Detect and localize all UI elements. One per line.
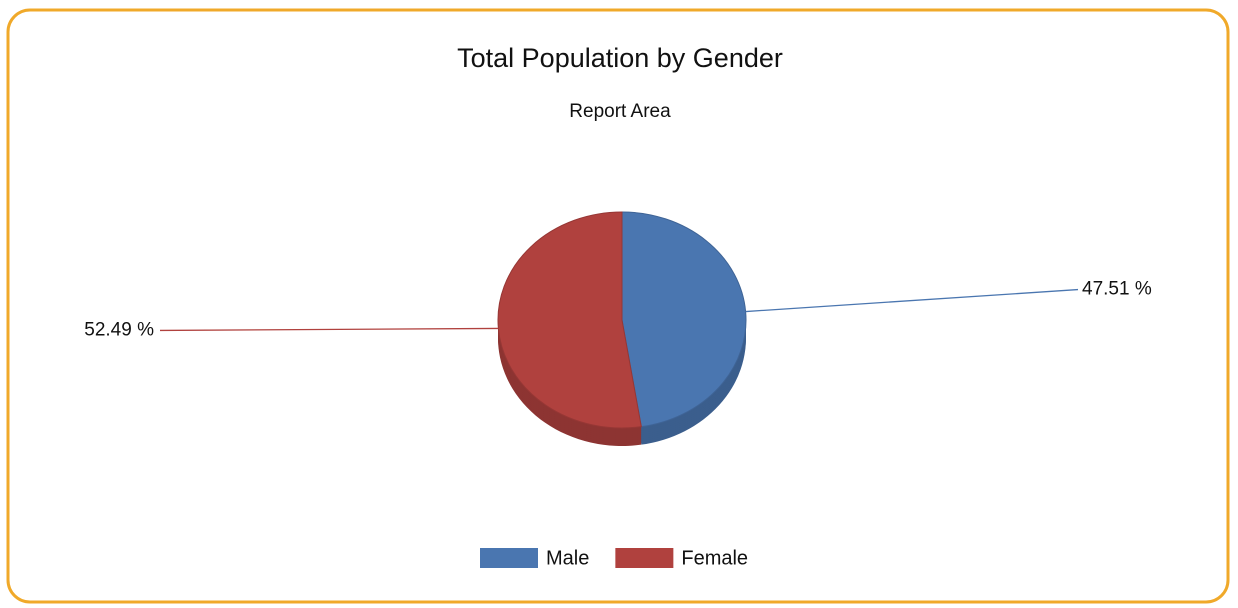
chart-subtitle: Report Area <box>569 101 671 122</box>
legend-label: Female <box>681 547 748 569</box>
leader-line <box>745 288 1079 313</box>
chart-title: Total Population by Gender <box>457 43 783 73</box>
legend-label: Male <box>546 547 589 569</box>
data-label: 52.49 % <box>84 319 154 340</box>
leader-line <box>159 327 499 332</box>
legend-swatch <box>480 548 538 568</box>
slice <box>497 211 642 429</box>
data-label: 47.51 % <box>1082 279 1152 300</box>
legend-swatch <box>615 548 674 568</box>
